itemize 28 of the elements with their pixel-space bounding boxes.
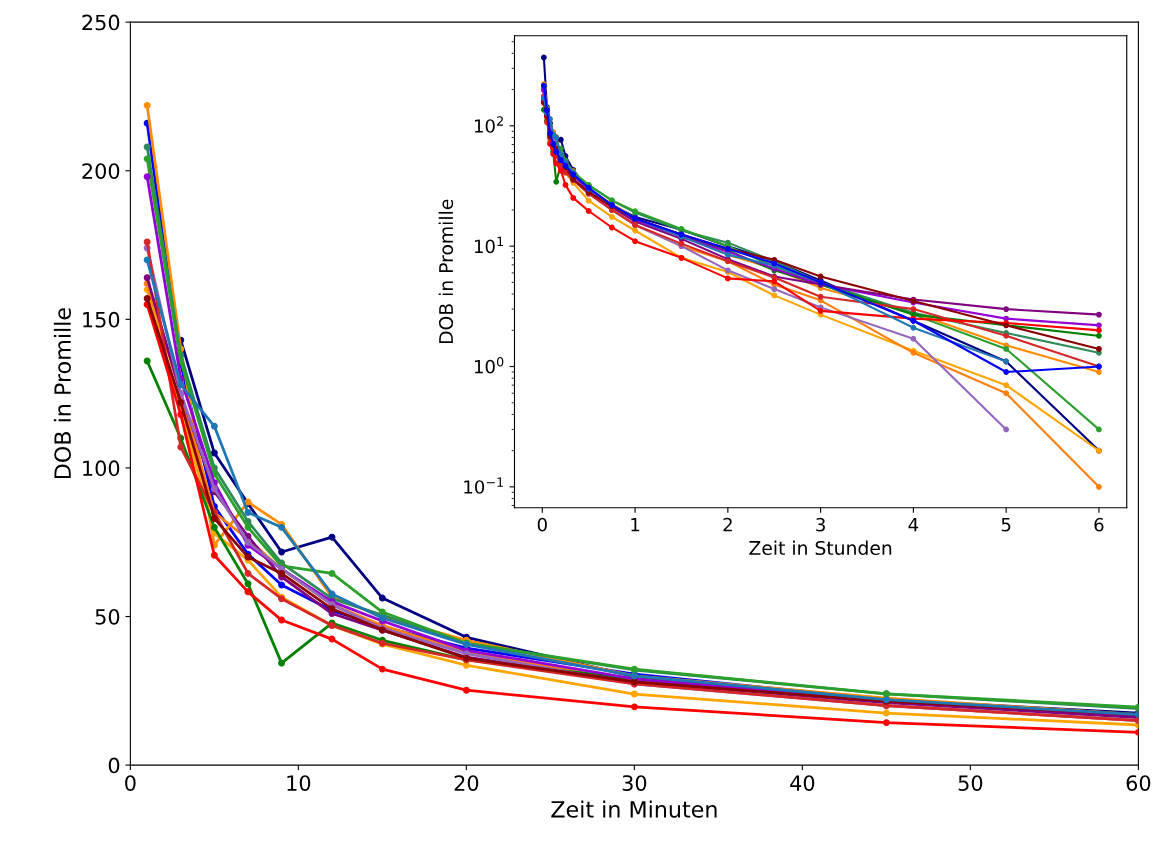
y-tick-label: 50 xyxy=(95,608,120,625)
y-tick-label: 0 xyxy=(108,757,120,774)
y-tick-label: 10$^{0}$ xyxy=(474,356,504,374)
y-tick-label: 10$^{−1}$ xyxy=(464,477,503,494)
x-tick-label: 6 xyxy=(1094,517,1104,532)
x-tick-label: 20 xyxy=(454,775,479,791)
y-tick-label: 200 xyxy=(82,163,120,179)
x-tick-label: 40 xyxy=(790,775,815,791)
y-tick-label: 10$^{1}$ xyxy=(474,236,504,254)
x-tick-label: 4 xyxy=(908,518,919,532)
x-tick-label: 5 xyxy=(1001,518,1011,532)
x-tick-label: 0 xyxy=(537,517,547,532)
x-tick-label: 50 xyxy=(958,775,983,791)
x-axis-title: Zeit in Stunden xyxy=(749,540,892,556)
y-tick-label: 250 xyxy=(82,14,120,31)
x-tick-label: 3 xyxy=(816,517,825,532)
y-axis-title: DOB in Promille xyxy=(438,199,454,344)
x-tick-label: 60 xyxy=(1126,775,1151,791)
y-tick-label: 150 xyxy=(83,311,120,328)
x-tick-label: 10 xyxy=(287,775,311,791)
x-tick-label: 1 xyxy=(631,518,640,532)
x-axis-title: Zeit in Minuten xyxy=(551,800,717,818)
x-tick-label: 2 xyxy=(723,517,732,532)
y-tick-label: 10$^{2}$ xyxy=(474,116,503,133)
y-axis-title: DOB in Promille xyxy=(53,308,72,479)
x-tick-label: 0 xyxy=(125,775,136,791)
x-tick-label: 30 xyxy=(622,775,647,791)
y-tick-label: 100 xyxy=(83,460,120,477)
